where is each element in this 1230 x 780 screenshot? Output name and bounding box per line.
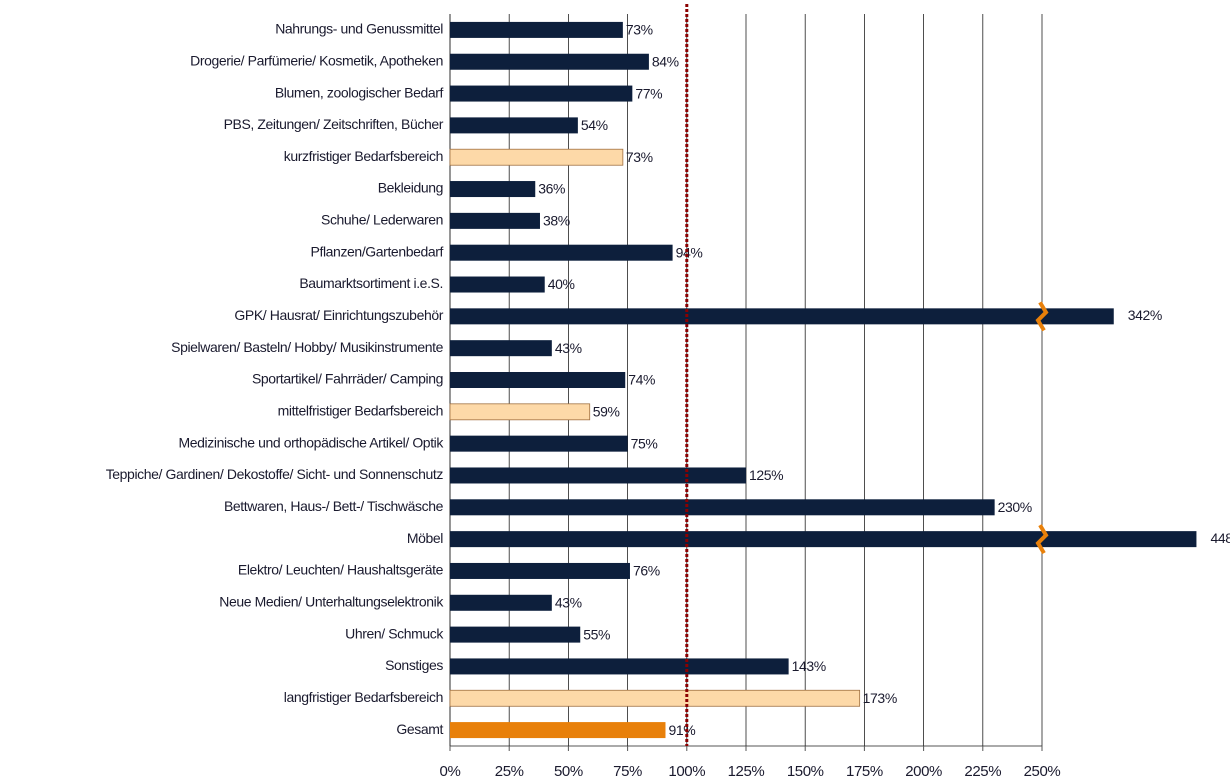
y-tick-label: Baumarktsortiment i.e.S. bbox=[299, 275, 443, 291]
bar bbox=[450, 372, 626, 388]
y-tick-label: Bekleidung bbox=[378, 180, 443, 196]
y-tick-label: PBS, Zeitungen/ Zeitschriften, Bücher bbox=[224, 116, 444, 132]
bar bbox=[450, 244, 673, 261]
bar bbox=[450, 117, 578, 134]
value-label: 38% bbox=[543, 213, 570, 229]
value-label: 125% bbox=[749, 467, 783, 483]
y-tick-label: Sonstiges bbox=[385, 657, 443, 673]
y-tick-label: Bettwaren, Haus-/ Bett-/ Tischwäsche bbox=[224, 498, 444, 514]
bar bbox=[450, 722, 666, 739]
bar bbox=[450, 53, 649, 70]
value-label: 73% bbox=[626, 149, 653, 165]
value-label: 75% bbox=[631, 435, 658, 451]
bar bbox=[450, 435, 628, 452]
bar bbox=[449, 403, 591, 421]
value-label: 77% bbox=[635, 85, 662, 101]
y-tick-label: Gesamt bbox=[396, 721, 443, 737]
bar bbox=[450, 21, 623, 38]
x-tick-label: 0% bbox=[440, 763, 461, 780]
value-label: 54% bbox=[581, 117, 608, 133]
x-tick-label: 125% bbox=[728, 763, 765, 780]
x-tick-label: 200% bbox=[905, 763, 942, 780]
value-label: 342% bbox=[1128, 307, 1162, 323]
value-label: 84% bbox=[652, 53, 679, 69]
x-tick-label: 50% bbox=[554, 763, 583, 780]
x-tick-label: 250% bbox=[1024, 763, 1061, 780]
axis-break bbox=[1035, 524, 1049, 555]
bar bbox=[450, 85, 633, 102]
bar bbox=[450, 308, 1114, 325]
bar bbox=[450, 212, 540, 229]
y-tick-label: langfristiger Bedarfsbereich bbox=[284, 689, 443, 705]
y-tick-label: GPK/ Hausrat/ Einrichtungszubehör bbox=[234, 307, 443, 323]
x-tick-label: 175% bbox=[846, 763, 883, 780]
value-label: 36% bbox=[538, 181, 565, 197]
value-label: 40% bbox=[548, 276, 575, 292]
x-tick-label: 150% bbox=[787, 763, 824, 780]
bar bbox=[450, 531, 1197, 548]
value-label: 76% bbox=[633, 563, 660, 579]
value-label: 74% bbox=[628, 372, 655, 388]
axis-break bbox=[1035, 301, 1049, 332]
value-label: 43% bbox=[555, 340, 582, 356]
bar bbox=[450, 467, 746, 484]
y-tick-label: Medizinische und orthopädische Artikel/ … bbox=[179, 434, 445, 450]
bar bbox=[450, 499, 995, 516]
value-label: 59% bbox=[593, 404, 620, 420]
value-label: 173% bbox=[863, 690, 897, 706]
x-tick-label: 75% bbox=[613, 763, 642, 780]
y-tick-label: Schuhe/ Lederwaren bbox=[321, 212, 443, 228]
value-label: 448% bbox=[1210, 530, 1230, 546]
value-label: 73% bbox=[626, 22, 653, 38]
y-tick-label: kurzfristiger Bedarfsbereich bbox=[284, 148, 443, 164]
bar bbox=[450, 276, 545, 293]
y-tick-label: Teppiche/ Gardinen/ Dekostoffe/ Sicht- u… bbox=[106, 466, 444, 482]
bar bbox=[450, 594, 552, 611]
bar bbox=[450, 340, 552, 357]
y-tick-label: Drogerie/ Parfümerie/ Kosmetik, Apotheke… bbox=[190, 52, 443, 68]
value-label: 55% bbox=[583, 626, 610, 642]
value-label: 230% bbox=[998, 499, 1032, 515]
x-tick-label: 25% bbox=[495, 763, 524, 780]
bar bbox=[449, 148, 624, 166]
y-tick-label: mittelfristiger Bedarfsbereich bbox=[278, 403, 443, 419]
x-tick-label: 100% bbox=[668, 763, 705, 780]
y-tick-label: Uhren/ Schmuck bbox=[345, 625, 444, 641]
bar bbox=[450, 626, 581, 643]
y-tick-label: Spielwaren/ Basteln/ Hobby/ Musikinstrum… bbox=[171, 339, 443, 355]
bar bbox=[450, 658, 789, 675]
x-tick-label: 225% bbox=[964, 763, 1001, 780]
bar bbox=[450, 181, 536, 198]
y-tick-label: Elektro/ Leuchten/ Haushaltsgeräte bbox=[238, 562, 444, 578]
y-tick-label: Nahrungs- und Genussmittel bbox=[275, 21, 443, 37]
y-tick-label: Sportartikel/ Fahrräder/ Camping bbox=[252, 371, 443, 387]
y-tick-label: Pflanzen/Gartenbedarf bbox=[311, 243, 444, 259]
bar bbox=[450, 562, 630, 579]
value-label: 91% bbox=[668, 722, 695, 738]
bar bbox=[449, 689, 861, 707]
value-label: 94% bbox=[676, 244, 703, 260]
value-label: 143% bbox=[792, 658, 826, 674]
value-label: 43% bbox=[555, 594, 582, 610]
y-tick-label: Blumen, zoologischer Bedarf bbox=[275, 84, 444, 100]
y-tick-label: Neue Medien/ Unterhaltungselektronik bbox=[219, 593, 444, 609]
y-tick-label: Möbel bbox=[407, 530, 443, 546]
